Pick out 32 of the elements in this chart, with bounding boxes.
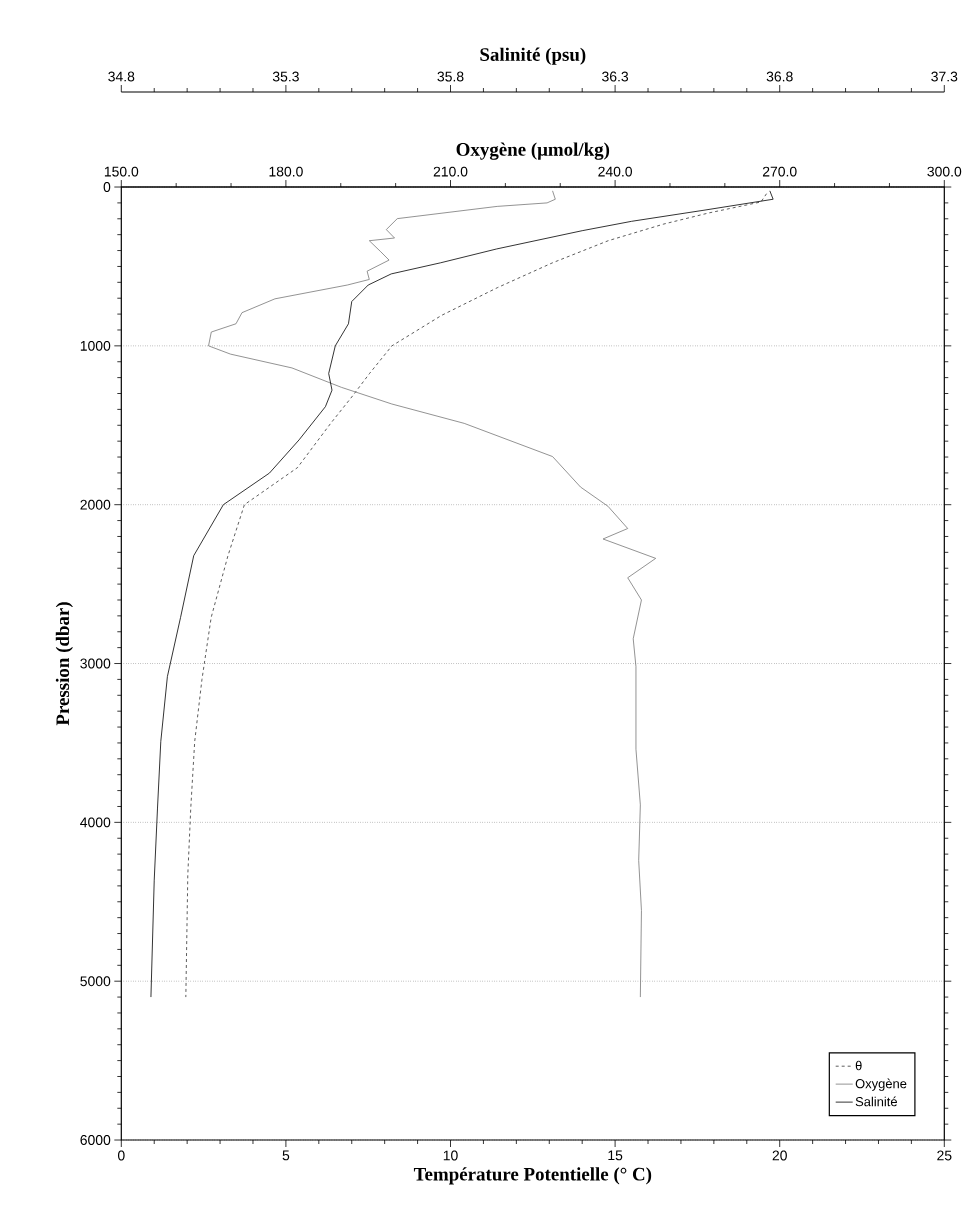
y-axis-title: Pression (dbar) (55, 602, 73, 726)
x-tick-label: 35.3 (272, 71, 299, 82)
x-tick-label: 37.3 (931, 71, 958, 82)
x-axis-title: Salinité (psu) (480, 47, 586, 65)
x-tick-label: 10 (443, 1150, 458, 1161)
y-tick-label: 1000 (80, 340, 111, 351)
x2-axis-title: Oxygène (μmol/kg) (456, 142, 609, 160)
y-tick-label: 6000 (80, 1135, 111, 1145)
x2-tick-label: 270.0 (762, 166, 797, 177)
y-tick-label: 5000 (80, 976, 111, 987)
x-tick-label: 36.8 (766, 71, 793, 82)
legend-label: θ (855, 1060, 862, 1071)
x2-tick-label: 210.0 (433, 166, 468, 177)
x-tick-label: 25 (937, 1150, 952, 1161)
x2-tick-label: 180.0 (269, 166, 303, 177)
x-tick-label: 34.8 (108, 71, 135, 82)
text: Salinité (855, 1096, 897, 1107)
x2-tick-label: 150.0 (104, 166, 139, 177)
x-tick-label: 35.8 (437, 71, 464, 82)
x-tick-label: 36.3 (601, 71, 628, 82)
x-tick-label: 5 (282, 1150, 290, 1161)
y-tick-label: 2000 (80, 499, 111, 510)
y-tick-label: 4000 (79, 817, 111, 828)
y-tick-label: 0 (103, 182, 111, 192)
x2-tick-label: 240.0 (598, 166, 632, 177)
x-tick-label: 0 (117, 1150, 125, 1161)
legend-label: Oxygène (855, 1078, 907, 1091)
x2-tick-label: 300.0 (927, 166, 962, 177)
x-axis-title: Température Potentielle (° C) (413, 1167, 652, 1185)
y-tick-label: 3000 (80, 658, 111, 669)
x-tick-label: 15 (608, 1150, 623, 1161)
x-tick-label: 20 (772, 1150, 787, 1161)
